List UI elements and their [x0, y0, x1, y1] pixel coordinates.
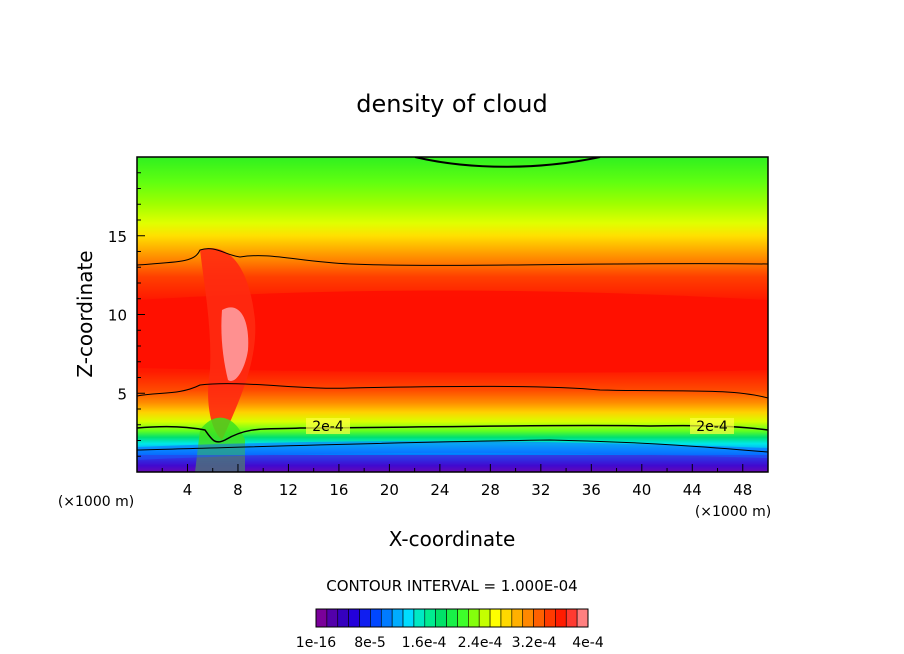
x-tick-label: 40 — [632, 481, 651, 499]
contour-label-1: 2e-4 — [312, 419, 344, 435]
x-unit-right: (×1000 m) — [695, 504, 771, 520]
colorbar-swatch — [348, 608, 360, 628]
colorbar-swatch — [468, 608, 480, 628]
colorbar-swatch — [478, 608, 491, 628]
y-axis: 5 10 15 — [108, 172, 145, 457]
colorbar-label: 4e-4 — [572, 635, 604, 651]
colorbar-swatch — [446, 608, 458, 628]
contour-field — [137, 157, 768, 472]
colorbar-label: 1e-16 — [296, 635, 336, 651]
colorbar-frame — [315, 608, 589, 628]
colorbar-swatch — [489, 608, 502, 628]
colorbar-swatch — [457, 608, 469, 628]
contour-interval-text: CONTOUR INTERVAL = 1.000E-04 — [326, 577, 577, 595]
colorbar-swatch — [391, 608, 404, 628]
colorbar-swatch — [544, 608, 556, 628]
colorbar-swatch — [511, 608, 524, 628]
x-tick-label: 20 — [380, 481, 399, 499]
x-tick-label: 8 — [233, 481, 243, 499]
colorbar-label: 8e-5 — [354, 635, 385, 651]
x-unit-left: (×1000 m) — [58, 494, 134, 510]
x-tick-label: 12 — [279, 481, 298, 499]
colorbar-swatch — [380, 608, 393, 628]
x-tick-label: 28 — [481, 481, 500, 499]
chart-title: density of cloud — [356, 90, 547, 118]
y-tick-label: 5 — [117, 385, 127, 403]
colorbar-swatch — [370, 608, 382, 628]
colorbar-swatch — [522, 608, 534, 628]
colorbar-swatch — [315, 608, 328, 628]
colorbar-swatch — [533, 608, 545, 628]
colorbar-swatch — [337, 608, 349, 628]
x-tick-label: 48 — [733, 481, 752, 499]
colorbar-swatch — [555, 608, 567, 628]
x-tick-label: 36 — [582, 481, 601, 499]
contour-label-2: 2e-4 — [696, 419, 728, 435]
y-axis-label: Z-coordinate — [73, 250, 97, 377]
x-tick-label: 24 — [430, 481, 449, 499]
colorbar-label: 3.2e-4 — [512, 635, 557, 651]
x-tick-label: 44 — [683, 481, 702, 499]
colorbar-swatch — [576, 608, 589, 628]
colorbar-swatch — [326, 608, 339, 628]
colorbar-swatch — [424, 608, 436, 628]
colorbar-labels: 1e-16 8e-5 1.6e-4 2.4e-4 3.2e-4 4e-4 — [296, 635, 604, 651]
x-tick-label: 4 — [183, 481, 193, 499]
colorbar-swatch — [500, 608, 513, 628]
x-tick-label: 16 — [329, 481, 348, 499]
x-tick-label: 32 — [531, 481, 550, 499]
x-axis-label: X-coordinate — [389, 527, 516, 551]
x-axis: 4 8 12 16 20 24 28 32 36 40 44 48 — [161, 464, 752, 499]
colorbar-swatch — [359, 608, 371, 628]
colorbar-swatch — [402, 608, 415, 628]
colorbar-swatch — [565, 608, 578, 628]
y-tick-label: 10 — [108, 307, 127, 325]
colorbar-label: 2.4e-4 — [458, 635, 503, 651]
colorbar-label: 1.6e-4 — [402, 635, 447, 651]
colorbar-swatch — [413, 608, 426, 628]
colorbar — [315, 608, 589, 628]
colorbar-swatch — [435, 608, 447, 628]
y-tick-label: 15 — [108, 228, 127, 246]
